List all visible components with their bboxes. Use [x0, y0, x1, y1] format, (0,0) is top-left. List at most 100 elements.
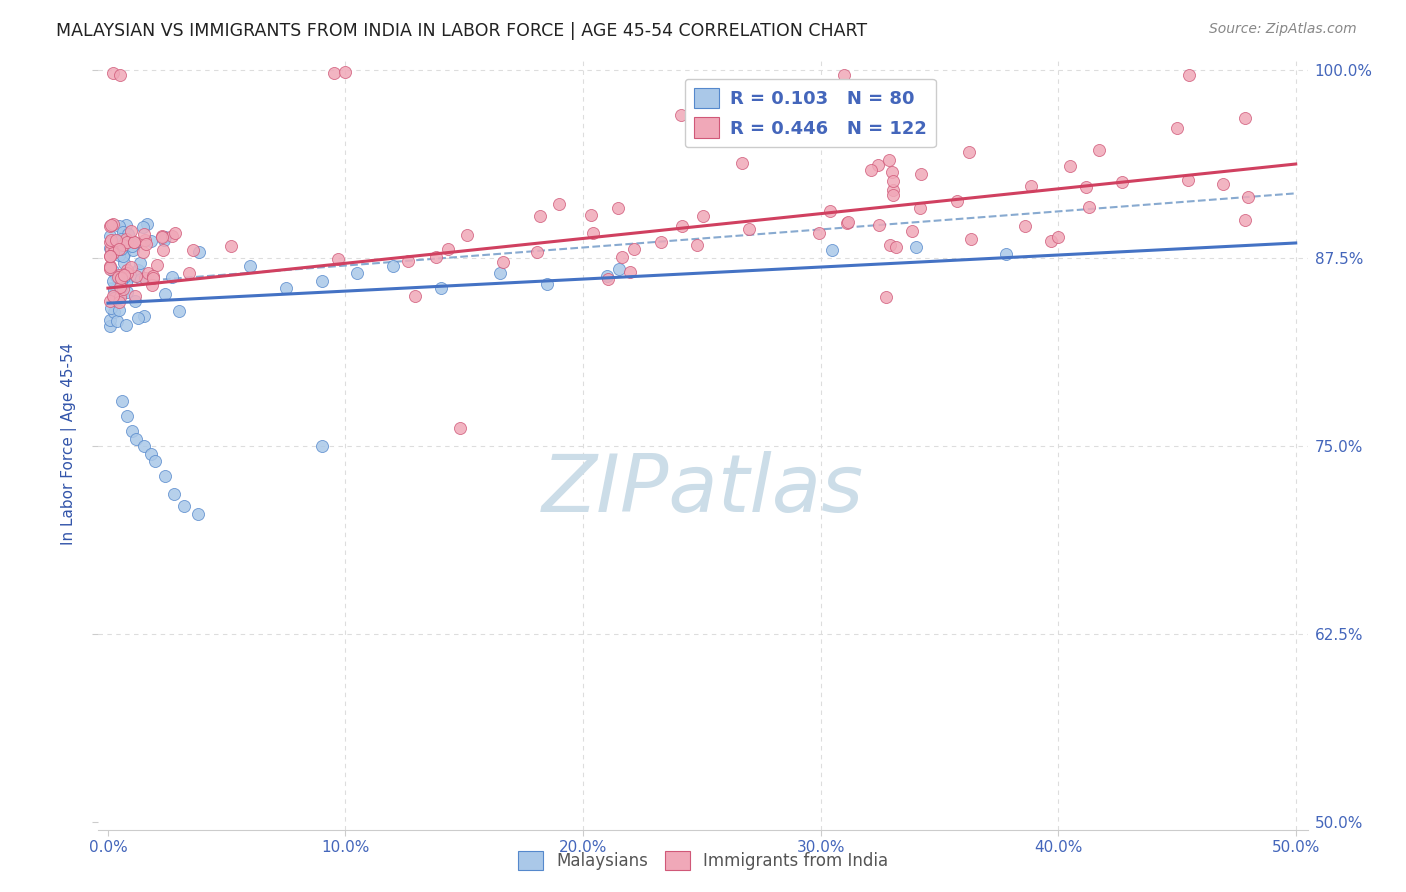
- Point: [115, 235, 138, 250]
- Point: [818, 203, 841, 218]
- Point: [623, 242, 645, 256]
- Point: [112, 268, 135, 282]
- Point: [669, 108, 692, 122]
- Point: [1233, 111, 1256, 125]
- Point: [110, 269, 132, 284]
- Point: [900, 224, 922, 238]
- Point: [908, 201, 931, 215]
- Point: [187, 507, 209, 521]
- Point: [173, 499, 195, 513]
- Point: [153, 469, 176, 483]
- Point: [946, 194, 969, 208]
- Point: [738, 222, 761, 236]
- Point: [904, 240, 927, 254]
- Point: [101, 66, 124, 80]
- Text: Source: ZipAtlas.com: Source: ZipAtlas.com: [1209, 22, 1357, 37]
- Point: [98, 241, 121, 255]
- Point: [125, 268, 148, 283]
- Point: [153, 230, 176, 244]
- Point: [882, 183, 904, 197]
- Point: [141, 278, 163, 293]
- Point: [115, 266, 138, 280]
- Point: [98, 249, 121, 263]
- Point: [138, 266, 160, 280]
- Point: [596, 272, 619, 286]
- Point: [882, 174, 904, 188]
- Point: [107, 235, 129, 249]
- Point: [115, 263, 138, 277]
- Point: [104, 233, 127, 247]
- Point: [111, 244, 134, 258]
- Point: [112, 225, 135, 239]
- Point: [686, 237, 709, 252]
- Point: [322, 66, 344, 80]
- Point: [187, 245, 209, 260]
- Point: [132, 227, 155, 242]
- Point: [837, 215, 859, 229]
- Point: [101, 245, 124, 260]
- Point: [396, 253, 419, 268]
- Point: [425, 250, 447, 264]
- Point: [124, 293, 146, 308]
- Point: [596, 268, 619, 283]
- Point: [115, 409, 138, 423]
- Point: [100, 218, 122, 232]
- Point: [868, 219, 890, 233]
- Point: [131, 219, 153, 234]
- Point: [1212, 177, 1234, 191]
- Point: [105, 314, 128, 328]
- Point: [960, 232, 983, 246]
- Point: [526, 244, 548, 259]
- Point: [111, 282, 134, 296]
- Point: [150, 230, 173, 244]
- Point: [135, 217, 157, 231]
- Point: [957, 145, 980, 160]
- Point: [103, 263, 125, 277]
- Point: [114, 275, 136, 289]
- Point: [104, 289, 127, 303]
- Point: [529, 209, 551, 223]
- Point: [346, 266, 368, 280]
- Point: [124, 288, 146, 302]
- Point: [1111, 175, 1133, 189]
- Point: [108, 236, 131, 251]
- Point: [103, 289, 125, 303]
- Point: [132, 309, 155, 323]
- Point: [536, 277, 558, 291]
- Point: [692, 209, 714, 223]
- Text: ZIPatlas: ZIPatlas: [541, 451, 865, 529]
- Point: [110, 275, 132, 289]
- Point: [111, 286, 134, 301]
- Point: [1178, 68, 1201, 82]
- Point: [1039, 234, 1062, 248]
- Point: [860, 163, 883, 178]
- Point: [877, 153, 900, 168]
- Point: [114, 318, 136, 332]
- Point: [112, 238, 135, 252]
- Point: [882, 188, 904, 202]
- Point: [103, 283, 125, 297]
- Point: [579, 208, 602, 222]
- Point: [105, 268, 128, 283]
- Point: [111, 249, 134, 263]
- Point: [98, 318, 121, 333]
- Point: [492, 255, 515, 269]
- Point: [100, 242, 122, 256]
- Point: [145, 454, 167, 468]
- Point: [139, 446, 162, 460]
- Point: [1088, 143, 1111, 157]
- Point: [98, 235, 121, 249]
- Point: [100, 233, 122, 247]
- Point: [607, 201, 630, 215]
- Point: [163, 487, 186, 501]
- Point: [122, 235, 145, 250]
- Point: [127, 263, 149, 277]
- Point: [98, 313, 121, 327]
- Point: [121, 238, 143, 252]
- Point: [1076, 180, 1098, 194]
- Point: [311, 274, 333, 288]
- Point: [100, 259, 122, 273]
- Point: [808, 227, 831, 241]
- Point: [1166, 121, 1188, 136]
- Point: [108, 303, 131, 318]
